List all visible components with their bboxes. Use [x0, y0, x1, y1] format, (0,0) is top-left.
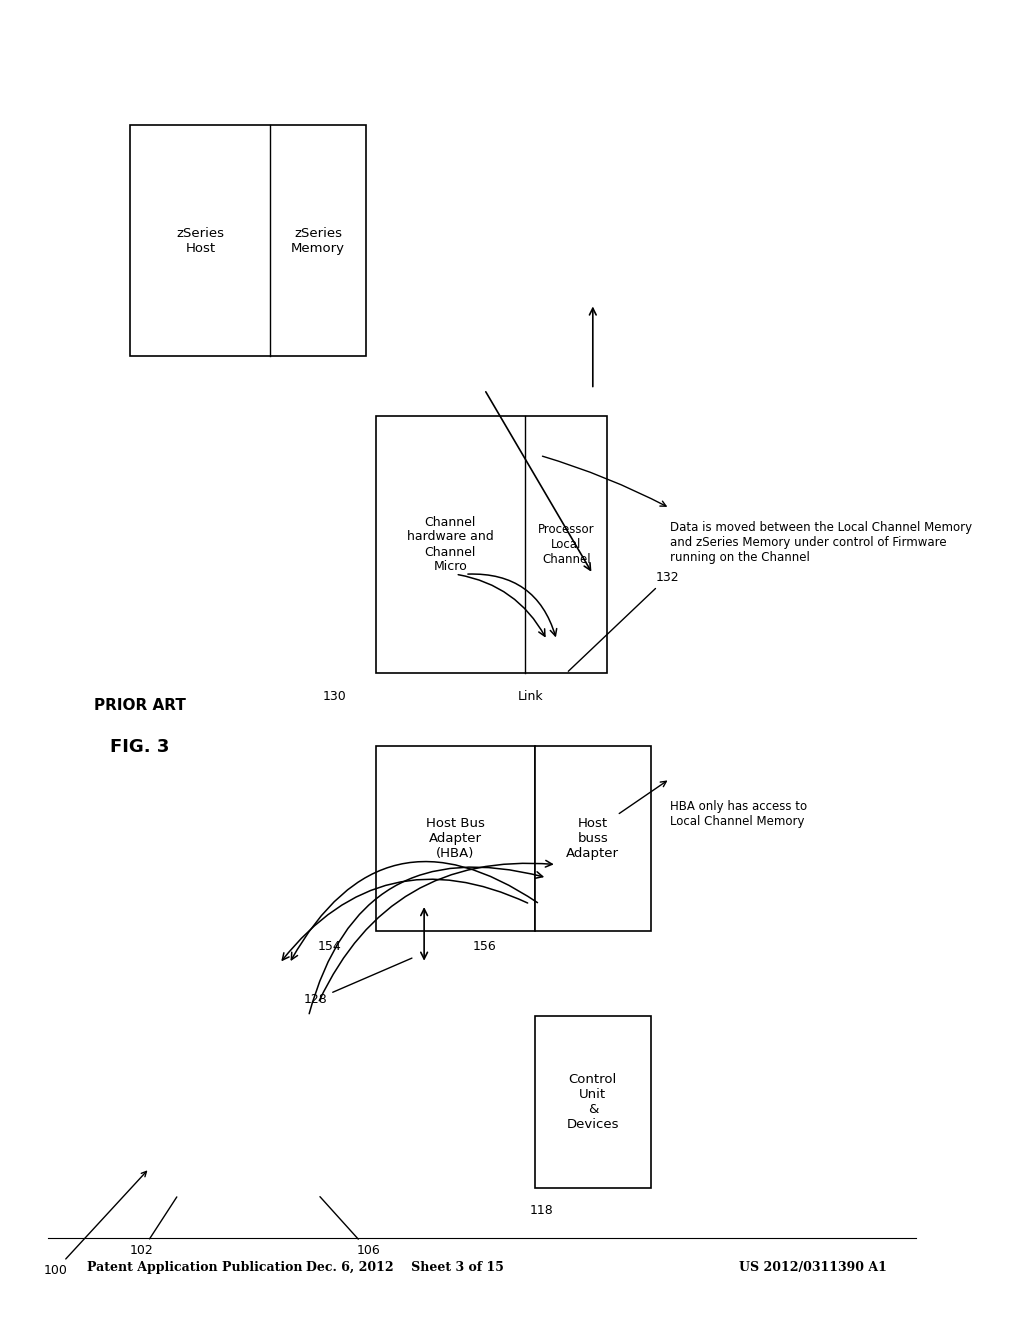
Text: zSeries
Memory: zSeries Memory [291, 227, 345, 255]
Text: 128: 128 [304, 958, 412, 1006]
Text: 106: 106 [319, 1197, 380, 1257]
Bar [535, 746, 650, 931]
Text: FIG. 3: FIG. 3 [111, 738, 169, 756]
Text: Host
buss
Adapter: Host buss Adapter [566, 817, 620, 859]
Bar [376, 746, 535, 931]
Text: 156: 156 [472, 940, 496, 953]
Text: US 2012/0311390 A1: US 2012/0311390 A1 [739, 1261, 887, 1274]
Text: Channel
hardware and
Channel
Micro: Channel hardware and Channel Micro [407, 516, 494, 573]
Text: Patent Application Publication: Patent Application Publication [87, 1261, 302, 1274]
Text: PRIOR ART: PRIOR ART [94, 698, 185, 713]
Text: 118: 118 [530, 1204, 554, 1217]
Text: Control
Unit
&
Devices: Control Unit & Devices [566, 1073, 620, 1131]
Text: 100: 100 [43, 1171, 146, 1276]
Bar [376, 416, 607, 673]
Bar [130, 125, 367, 356]
Text: 130: 130 [323, 689, 347, 702]
Bar [535, 1016, 650, 1188]
Text: 102: 102 [130, 1197, 177, 1257]
Text: 132: 132 [568, 570, 679, 672]
Text: Processor
Local
Channel: Processor Local Channel [538, 523, 595, 566]
Text: Dec. 6, 2012    Sheet 3 of 15: Dec. 6, 2012 Sheet 3 of 15 [306, 1261, 504, 1274]
Text: zSeries
Host: zSeries Host [176, 227, 224, 255]
Text: 154: 154 [318, 940, 342, 953]
Text: HBA only has access to
Local Channel Memory: HBA only has access to Local Channel Mem… [670, 800, 807, 828]
Text: Link: Link [517, 689, 544, 702]
Text: Host Bus
Adapter
(HBA): Host Bus Adapter (HBA) [426, 817, 485, 859]
Text: Data is moved between the Local Channel Memory
and zSeries Memory under control : Data is moved between the Local Channel … [670, 521, 972, 564]
